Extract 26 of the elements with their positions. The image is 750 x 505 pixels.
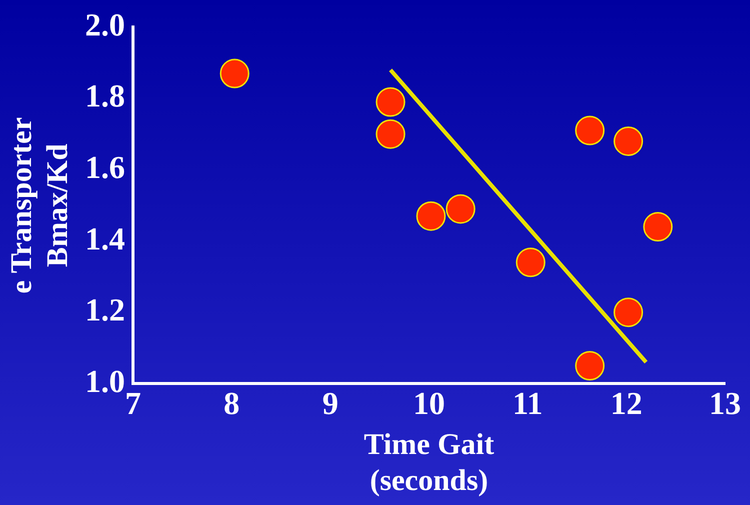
point bbox=[220, 58, 250, 88]
y-tick-label: 2.0 bbox=[85, 6, 125, 42]
x-tick-label: 7 bbox=[125, 385, 141, 422]
point bbox=[614, 126, 644, 156]
point bbox=[575, 116, 605, 146]
y-tick-label: 1.4 bbox=[85, 220, 125, 256]
y-tick-label: 1.6 bbox=[85, 149, 125, 186]
y-tick-label: 1.8 bbox=[85, 78, 125, 114]
x-tick-label: 8 bbox=[224, 385, 240, 422]
point bbox=[376, 119, 406, 149]
x-axis-title: Time Gait (seconds) bbox=[364, 428, 494, 497]
point bbox=[416, 201, 446, 231]
y-tick-label: 1.0 bbox=[85, 362, 125, 399]
point bbox=[516, 248, 546, 278]
x-tick-label: 10 bbox=[413, 385, 445, 422]
x-tick-label: 9 bbox=[322, 385, 338, 422]
point bbox=[376, 87, 406, 117]
y-axis-title: e Transporter Bmax/Kd bbox=[4, 117, 74, 294]
point bbox=[614, 298, 644, 328]
x-tick-label: 12 bbox=[610, 385, 642, 422]
y-tick-label: 1.2 bbox=[85, 292, 125, 328]
point bbox=[575, 351, 605, 381]
x-tick-label: 13 bbox=[709, 385, 741, 422]
x-tick-label: 11 bbox=[512, 385, 543, 422]
point bbox=[643, 212, 673, 242]
point bbox=[446, 194, 476, 224]
